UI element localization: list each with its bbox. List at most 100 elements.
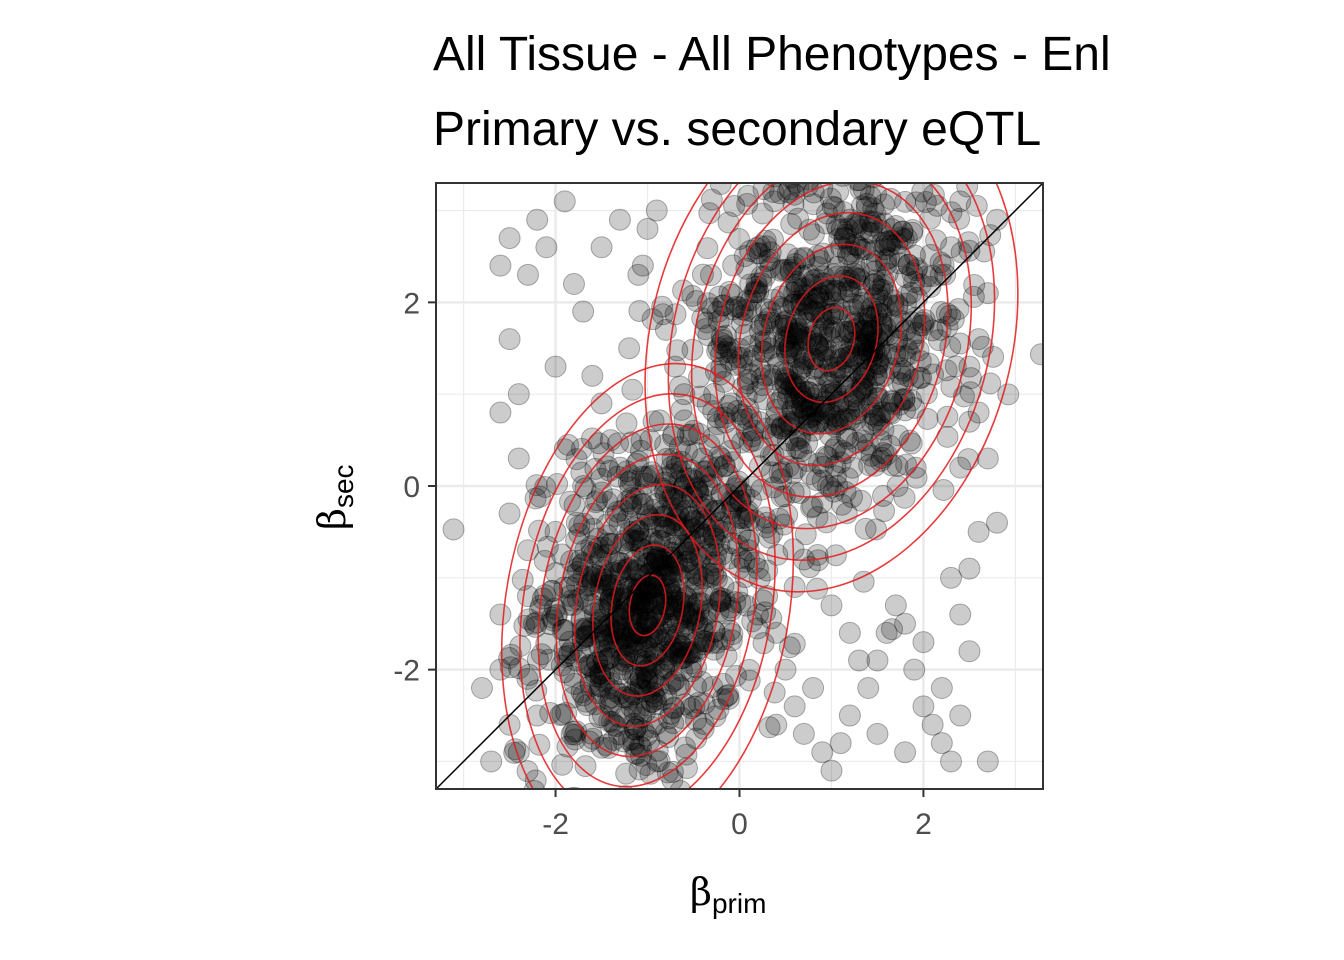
data-point [572,684,595,707]
data-point [604,504,627,527]
data-point [616,625,639,648]
chart-subtitle: Primary vs. secondary eQTL [433,103,1041,156]
data-point [863,260,886,283]
x-axis-subscript: prim [712,888,766,919]
data-point [869,404,892,427]
data-point [781,183,801,189]
data-point [714,515,737,538]
data-point [651,688,674,711]
data-point [671,534,694,557]
data-point [823,405,846,428]
data-point [807,287,830,310]
data-point [604,680,627,703]
data-point [820,594,843,617]
data-point [534,584,557,607]
data-point [836,351,859,374]
data-point [581,572,604,595]
data-point [666,611,689,634]
data-point [579,593,602,616]
data-point [566,560,589,583]
data-point [590,467,613,490]
data-point [692,567,715,590]
data-point [676,640,699,663]
data-point [618,688,641,711]
data-point [524,615,547,638]
data-point [919,243,942,266]
data-point [599,429,622,452]
data-point [714,335,737,358]
data-point [590,564,613,587]
data-point [676,424,699,447]
data-point [864,409,887,432]
data-point [619,520,642,543]
data-point [591,704,614,727]
data-point [653,555,676,578]
x-axis: -2 0 2 [542,789,932,841]
data-point [872,269,895,292]
data-point [702,562,725,585]
data-point [894,266,917,289]
data-point [661,463,684,486]
data-point [635,610,658,633]
data-point [828,298,851,321]
data-point [647,592,670,615]
data-point [630,706,653,729]
data-point [857,221,880,244]
data-point [863,183,883,189]
data-point [796,183,819,198]
data-point [826,413,849,436]
data-point [670,659,693,682]
data-point [830,218,853,241]
data-point [675,499,698,522]
data-point [596,831,617,852]
data-point [656,595,679,618]
data-point [776,362,799,385]
data-point [859,305,882,328]
data-point [793,403,816,426]
data-point [894,741,917,764]
data-point [854,439,877,462]
data-point [803,357,826,380]
data-point [738,669,761,692]
data-point [823,361,846,384]
data-point [636,591,659,614]
data-point [610,627,633,650]
data-point [865,363,888,386]
data-point [840,332,863,355]
data-point [616,490,639,513]
data-point [588,674,611,697]
data-point [623,516,646,539]
data-point [592,559,615,582]
data-point [650,663,673,686]
data-point [573,512,596,535]
y-axis-subscript: sec [328,464,359,508]
data-point [584,457,607,480]
data-point [598,614,621,637]
data-point [830,323,853,346]
data-point [730,546,753,569]
data-point [649,629,672,652]
data-point [638,626,661,649]
data-point [500,643,523,666]
data-point [640,715,663,738]
data-point [608,208,631,231]
data-point [791,264,814,287]
data-point [764,424,787,447]
data-point [819,371,842,394]
data-point [653,658,676,681]
data-point [635,581,658,604]
data-point [614,650,637,673]
data-point [688,591,711,614]
data-point [562,273,585,295]
data-point [489,658,512,681]
data-point [932,478,955,501]
data-point [805,333,828,356]
data-point [697,562,720,585]
data-point [814,339,837,362]
data-point [622,728,645,751]
data-point [702,524,725,547]
data-point [903,658,926,681]
data-point [680,604,703,627]
data-point [651,295,674,318]
data-point [949,190,972,213]
